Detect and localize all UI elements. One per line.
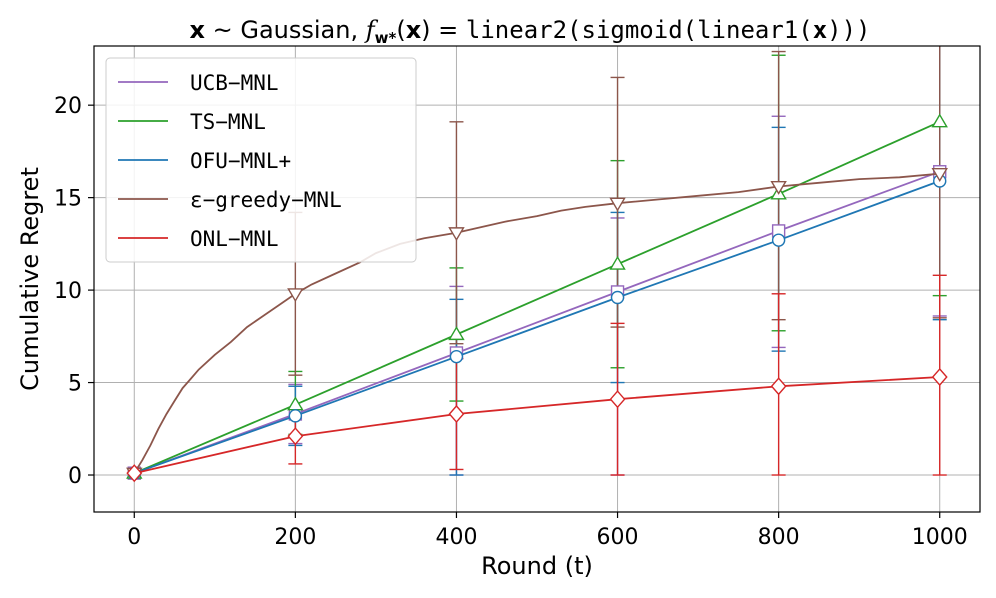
- x-tick-label: 0: [127, 525, 141, 550]
- data-point: [931, 367, 948, 387]
- legend-box: [105, 57, 417, 263]
- legend-label: ε−greedy−MNL: [190, 188, 342, 212]
- series-layer: [126, 46, 948, 483]
- data-point: [448, 227, 465, 242]
- data-point: [770, 180, 787, 195]
- title-subscript: w*: [375, 29, 397, 47]
- title-x-bold: x: [190, 16, 206, 44]
- data-point: [931, 167, 948, 182]
- data-point: [126, 464, 143, 483]
- x-tick-label: 800: [758, 525, 800, 550]
- title-paren-open: (: [396, 16, 405, 44]
- x-axis-label: Round (t): [481, 552, 593, 580]
- data-point: [609, 255, 626, 270]
- y-axis-label: Cumulative Regret: [16, 167, 44, 391]
- legend-label: UCB−MNL: [190, 71, 279, 95]
- data-point: [609, 197, 626, 212]
- data-point: [448, 404, 465, 424]
- data-point: [287, 427, 304, 446]
- data-point: [287, 396, 304, 411]
- title-equals: ) =: [421, 16, 466, 44]
- data-point: [931, 113, 948, 128]
- x-tick-label: 400: [435, 525, 477, 550]
- series-line: [134, 376, 940, 475]
- series-line: [133, 180, 941, 475]
- legend-label: OFU−MNL+: [190, 149, 291, 173]
- y-tick-label: 10: [54, 279, 82, 304]
- y-tick-label: 0: [68, 464, 82, 489]
- title-close: ))): [827, 16, 870, 44]
- x-tick-label: 200: [274, 525, 316, 550]
- data-point: [771, 233, 786, 247]
- data-point: [609, 390, 626, 409]
- legend-label: ONL−MNL: [190, 227, 279, 251]
- legend-label: TS−MNL: [190, 110, 266, 134]
- title-x-bold-3: x: [813, 16, 827, 44]
- legend: UCB−MNL TS−MNL OFU−MNL+ ε−greedy−MNL ONL−MNL: [105, 57, 417, 263]
- series-line: [133, 170, 941, 475]
- data-point: [770, 377, 787, 396]
- y-tick-label: 20: [54, 94, 82, 119]
- axis-ticks: 0 200 400 600 800 1000 0 5 10 15 20: [54, 94, 968, 550]
- title-model: linear2(sigmoid(linear1(: [466, 16, 813, 44]
- title-x-bold-2: x: [406, 16, 422, 44]
- x-tick-label: 600: [597, 525, 639, 550]
- data-point: [288, 409, 303, 423]
- y-tick-label: 5: [68, 372, 82, 397]
- plot-frame: [93, 45, 981, 513]
- series-line-group-2: [127, 174, 947, 480]
- y-tick-label: 15: [54, 187, 82, 212]
- series-line: [133, 120, 941, 475]
- data-point: [610, 290, 625, 305]
- x-tick-label: 1000: [912, 525, 968, 550]
- data-point: [287, 288, 304, 303]
- title-gaussian: ~ Gaussian,: [205, 16, 366, 44]
- series-line-group-4: [126, 367, 948, 483]
- data-point: [449, 349, 464, 364]
- chart-title: x ~ Gaussian, fw*(x) = linear2(sigmoid(l…: [190, 16, 871, 47]
- data-point: [448, 326, 465, 341]
